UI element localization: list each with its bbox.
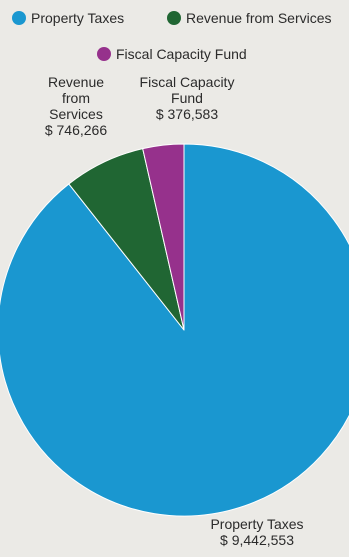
slice-name-label: Services bbox=[49, 106, 103, 122]
pie-slices bbox=[0, 143, 349, 517]
legend: Property Taxes Revenue from Services Fisca… bbox=[12, 10, 332, 62]
legend-label: Revenue from Services bbox=[186, 10, 332, 26]
legend-swatch bbox=[97, 47, 111, 61]
slice-label-revenue-from-services: Revenue from Services $ 746,266 bbox=[45, 74, 107, 138]
legend-item-fiscal-capacity-fund: Fiscal Capacity Fund bbox=[97, 46, 247, 62]
slice-name-label: from bbox=[62, 90, 90, 106]
legend-item-revenue-from-services: Revenue from Services bbox=[167, 10, 332, 26]
slice-name-label: Revenue bbox=[48, 74, 104, 90]
pie-slice-property-taxes bbox=[0, 143, 349, 517]
legend-swatch bbox=[167, 11, 181, 25]
legend-label: Property Taxes bbox=[31, 10, 124, 26]
slice-value-label: $ 9,442,553 bbox=[220, 532, 294, 548]
legend-label: Fiscal Capacity Fund bbox=[116, 46, 247, 62]
slice-label-property-taxes: Property Taxes $ 9,442,553 bbox=[210, 516, 303, 548]
slice-name-label: Fund bbox=[171, 90, 203, 106]
slice-label-fiscal-capacity-fund: Fiscal Capacity Fund $ 376,583 bbox=[140, 74, 235, 122]
legend-swatch bbox=[12, 11, 26, 25]
slice-value-label: $ 746,266 bbox=[45, 122, 107, 138]
legend-item-property-taxes: Property Taxes bbox=[12, 10, 124, 26]
slice-value-label: $ 376,583 bbox=[156, 106, 218, 122]
slice-name-label: Property Taxes bbox=[210, 516, 303, 532]
slice-name-label: Fiscal Capacity bbox=[140, 74, 235, 90]
pie-slice-fiscal-capacity-fund bbox=[142, 143, 185, 331]
slice-labels: Property Taxes $ 9,442,553 Revenue from Serv… bbox=[45, 74, 304, 548]
